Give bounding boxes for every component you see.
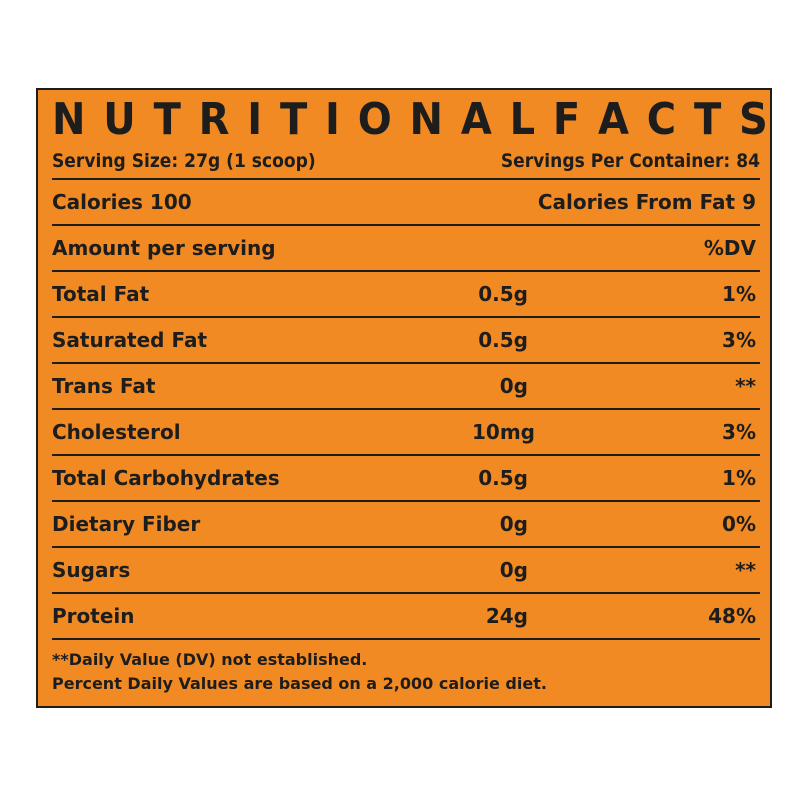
nutrient-amount: 0g [499,512,528,536]
servings-per-container: Servings Per Container: 84 [500,150,760,172]
nutrient-name: Cholesterol [52,420,181,444]
nutrient-name: Total Carbohydrates [52,466,280,490]
nutrient-row: Total Carbohydrates 0.5g 1% [52,456,760,502]
nutrient-amount: 24g [485,604,528,628]
nutrient-dv: 3% [722,420,756,444]
title-letter: N [409,95,444,145]
nutrient-row: Trans Fat 0g ** [52,364,760,410]
footnote-calorie-diet: Percent Daily Values are based on a 2,00… [52,674,547,693]
nutrient-name: Total Fat [52,282,150,306]
calories-from-fat: Calories From Fat 9 [537,190,756,214]
nutrient-row: Total Fat 0.5g 1% [52,272,760,318]
nutrient-amount: 0.5g [478,328,528,352]
title-letter: A [460,95,492,145]
title-letter: S [739,95,768,145]
nutrient-amount: 0.5g [478,282,528,306]
nutrient-amount: 10mg [472,420,535,444]
title-letter: U [103,95,136,145]
amount-per-serving-header: Amount per serving [52,236,276,260]
title-letter: A [598,95,629,145]
serving-info-row: Serving Size: 27g (1 scoop) Servings Per… [52,144,760,180]
nutrient-name: Saturated Fat [52,328,208,352]
nutrient-amount: 0g [499,558,528,582]
nutrient-dv: 1% [722,282,756,306]
nutrient-row: Sugars 0g ** [52,548,760,594]
title-letter: I [247,95,263,145]
nutrient-dv: ** [735,374,756,398]
title-letter: N [52,95,86,145]
serving-size: Serving Size: 27g (1 scoop) [52,150,316,172]
nutrient-name: Sugars [52,558,131,582]
nutrient-row: Protein 24g 48% [52,594,760,640]
title-letter: I [325,95,340,145]
calories: Calories 100 [52,190,192,214]
nutrient-dv: 48% [708,604,756,628]
footnote-dv-not-established: **Daily Value (DV) not established. [52,650,368,669]
nutrient-name: Trans Fat [52,374,156,398]
nutrient-dv: ** [735,558,756,582]
title-letter: T [693,95,722,145]
footnotes: **Daily Value (DV) not established. Perc… [52,648,760,696]
nutrient-row: Cholesterol 10mg 3% [52,410,760,456]
dv-header: %DV [703,236,756,260]
nutrient-row: Dietary Fiber 0g 0% [52,502,760,548]
title-letter: F [552,95,581,145]
title-letter: T [153,95,181,145]
nutrient-dv: 3% [722,328,756,352]
title-letter: O [357,95,392,145]
nutrient-dv: 0% [722,512,756,536]
title-letter: C [646,95,677,145]
nutrient-name: Dietary Fiber [52,512,201,536]
nutrient-amount: 0g [499,374,528,398]
title-letter: T [279,95,308,145]
nutrient-name: Protein [52,604,135,628]
calories-row: Calories 100 Calories From Fat 9 [52,180,760,226]
nutrient-dv: 1% [722,466,756,490]
nutrient-amount: 0.5g [478,466,528,490]
title-letter: R [198,95,230,145]
title-letter: L [509,95,536,145]
amount-header-row: Amount per serving %DV [52,226,760,272]
nutrient-row: Saturated Fat 0.5g 3% [52,318,760,364]
